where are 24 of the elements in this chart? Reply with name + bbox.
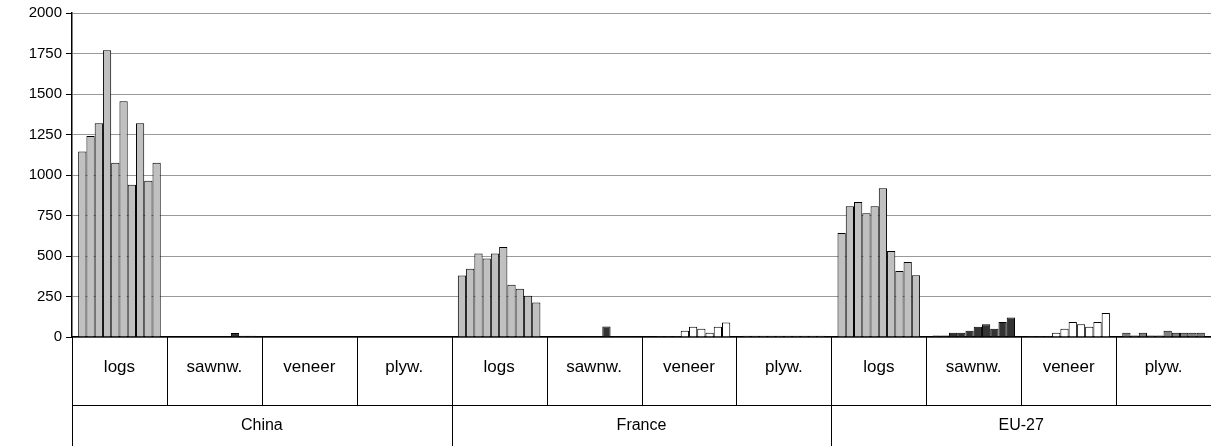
y-tick-label: 1500 (28, 84, 62, 102)
x-tick-label: sawnw. (945, 356, 1002, 376)
y-tick-label: 250 (36, 286, 62, 304)
y-tick-label: 500 (36, 246, 62, 264)
x-tick-label: sawnw. (566, 356, 622, 376)
y-tick-label: 1000 (28, 165, 62, 183)
x-tick-label: logs (103, 356, 136, 376)
x-tick-label: plyw. (764, 356, 803, 376)
x-tick-label: plyw. (385, 356, 424, 376)
y-tick-label: 1750 (28, 43, 62, 61)
text: EU-27 (998, 415, 1044, 433)
text: France (616, 415, 667, 433)
x-tick-label: sawnw. (186, 356, 243, 376)
y-tick-label: 750 (36, 205, 62, 223)
x-tick-label: veneer (283, 356, 336, 376)
x-tick-label: veneer (1042, 356, 1095, 376)
x-tick-label: logs (863, 356, 895, 376)
y-tick-label: 0 (53, 327, 62, 345)
x-tick-label: plyw. (1144, 356, 1183, 376)
text: China (240, 415, 283, 433)
x-tick-label: veneer (662, 356, 716, 376)
x-tick-label: logs (483, 356, 515, 376)
y-tick-label: 1250 (28, 124, 62, 142)
y-tick-label: 2000 (28, 3, 62, 21)
